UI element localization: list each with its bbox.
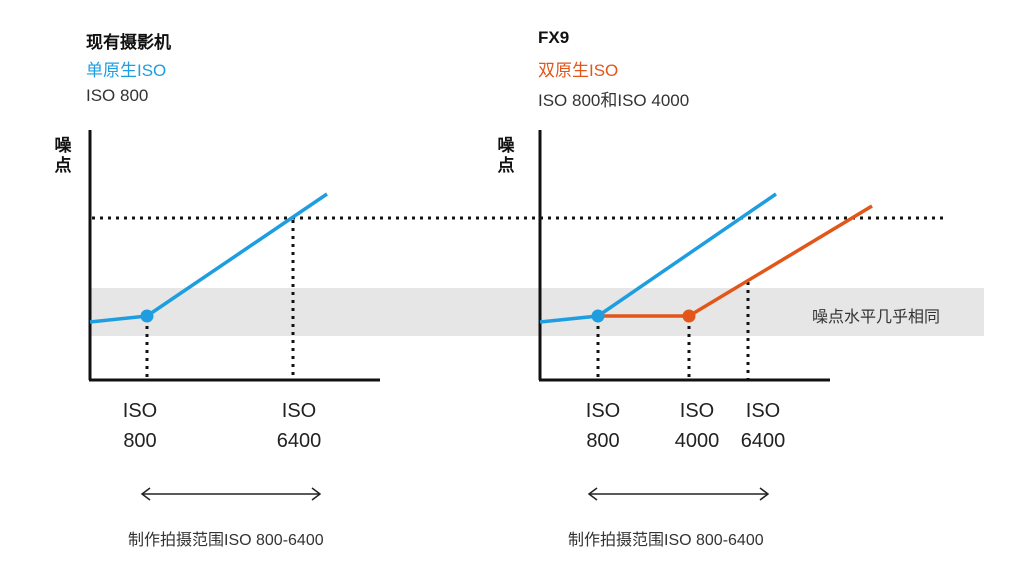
tick-line1: ISO: [281, 400, 317, 422]
right-point-iso800: [591, 309, 605, 323]
band-label: 噪点水平几乎相同: [812, 309, 941, 326]
tick-line1: ISO: [745, 400, 781, 422]
right-range-label: 制作拍摄范围ISO 800-6400: [568, 532, 764, 549]
right-tick-iso800: ISO 800: [568, 396, 638, 456]
left-title: 现有摄影机: [86, 33, 171, 52]
right-subtitle: 双原生ISO: [538, 61, 619, 80]
left-point-iso800: [140, 309, 154, 323]
tick-line2: 6400: [276, 430, 322, 452]
right-tick-iso4000: ISO 4000: [662, 396, 732, 456]
right-point-iso4000: [682, 309, 696, 323]
left-y-axis-label: 噪点: [54, 136, 72, 175]
left-range-arrow: [140, 487, 322, 501]
tick-line2: 6400: [740, 430, 786, 452]
tick-line1: ISO: [122, 400, 158, 422]
left-range-label: 制作拍摄范围ISO 800-6400: [128, 532, 324, 549]
tick-line2: 4000: [674, 430, 720, 452]
tick-line1: ISO: [585, 400, 621, 422]
right-y-axis-label: 噪点: [497, 136, 515, 175]
tick-line1: ISO: [679, 400, 715, 422]
left-subtitle: 单原生ISO: [86, 61, 167, 80]
right-tick-iso6400: ISO 6400: [728, 396, 798, 456]
tick-line2: 800: [586, 430, 620, 452]
left-tick-iso800: ISO 800: [105, 396, 175, 456]
left-tick-iso6400: ISO 6400: [264, 396, 334, 456]
right-title: FX9: [538, 28, 570, 47]
left-detail: ISO 800: [86, 86, 149, 105]
right-detail: ISO 800和ISO 4000: [538, 91, 690, 110]
tick-line2: 800: [123, 430, 157, 452]
right-range-arrow: [587, 487, 770, 501]
noise-band: [90, 288, 984, 336]
